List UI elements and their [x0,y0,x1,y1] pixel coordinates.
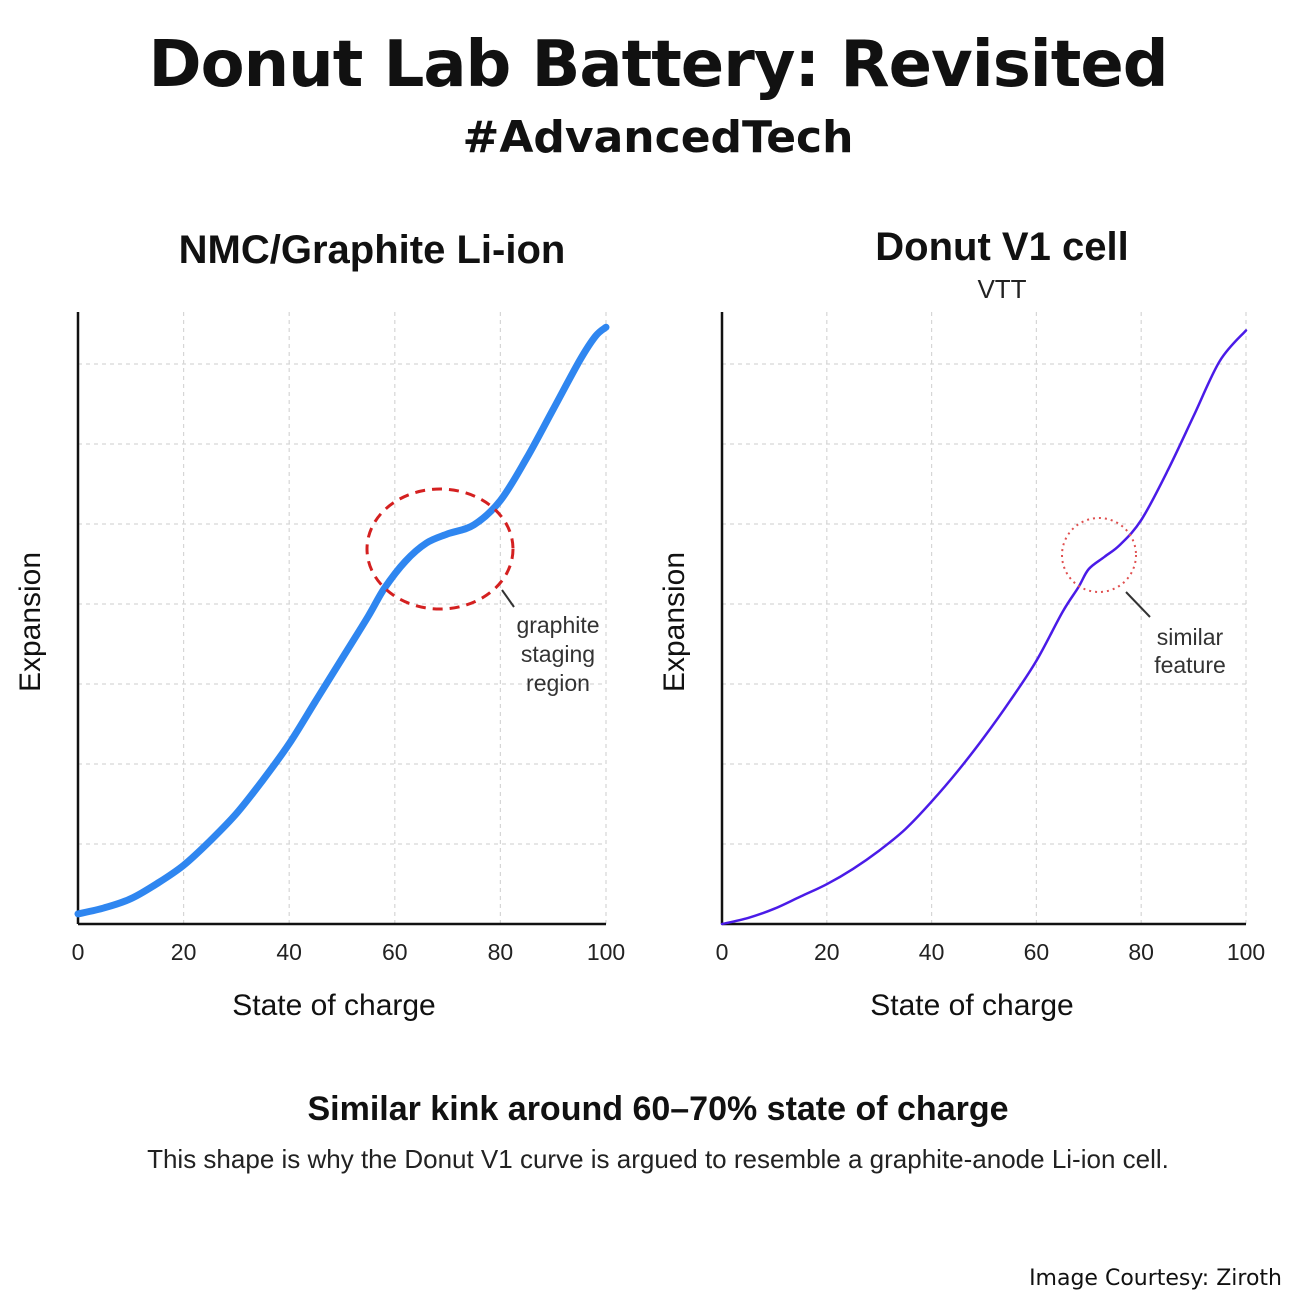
chart-donut-v1: Donut V1 cell VTT 0 20 40 60 80 100 Stat… [658,225,1265,1022]
x-tick-label: 40 [276,939,302,965]
series-line [720,329,1248,926]
charts-canvas: NMC/Graphite Li-ion 0 20 40 60 80 100 St… [14,225,1265,1022]
x-tick-label: 80 [1128,939,1154,965]
annotation-label: staging [521,641,595,667]
x-axis-label: State of charge [870,989,1073,1022]
x-tick-label: 80 [488,939,514,965]
annotation-circle [1061,517,1137,593]
footer-caption: This shape is why the Donut V1 curve is … [147,1144,1169,1174]
annotation-ellipse [365,487,515,611]
chart-nmc-graphite: NMC/Graphite Li-ion 0 20 40 60 80 100 St… [14,228,625,1022]
image-credit: Image Courtesy: Ziroth [1029,1266,1282,1291]
annotation-label: region [526,670,590,696]
hashtag: #AdvancedTech [462,112,854,163]
x-tick-labels: 0 20 40 60 80 100 [72,939,626,965]
x-tick-label: 60 [382,939,408,965]
annotation-label: feature [1154,652,1226,678]
x-tick-label: 0 [72,939,85,965]
y-axis-label: Expansion [658,552,691,692]
x-tick-label: 100 [587,939,625,965]
x-tick-label: 60 [1024,939,1050,965]
x-tick-label: 0 [716,939,729,965]
chart-title: NMC/Graphite Li-ion [179,228,566,272]
x-tick-label: 20 [814,939,840,965]
annotation-leader [1125,591,1151,618]
annotation-leader [501,589,515,608]
footer-headline: Similar kink around 60–70% state of char… [307,1090,1009,1128]
page-title: Donut Lab Battery: Revisited [148,28,1168,102]
x-tick-label: 100 [1227,939,1265,965]
annotation-label: similar [1157,624,1224,650]
x-axis-label: State of charge [232,989,435,1022]
x-tick-label: 40 [919,939,945,965]
chart-subtitle: VTT [977,274,1026,304]
annotation-label: graphite [516,612,599,638]
x-tick-label: 20 [171,939,197,965]
grid [722,312,1247,924]
grid [78,312,607,924]
series-line [74,323,610,918]
y-axis-label: Expansion [14,552,47,692]
x-tick-labels: 0 20 40 60 80 100 [716,939,1266,965]
chart-title: Donut V1 cell [875,225,1128,269]
